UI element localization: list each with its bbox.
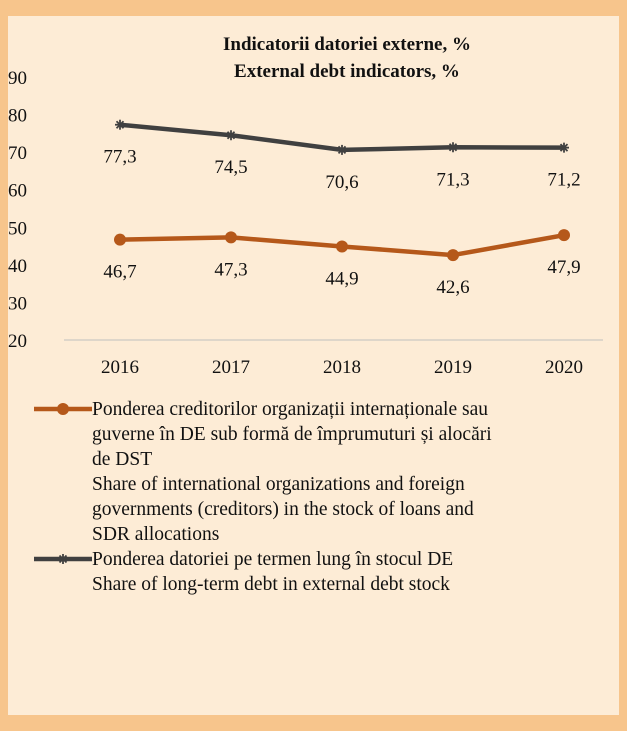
- legend-text-line: Ponderea datoriei pe termen lung în stoc…: [92, 549, 453, 570]
- y-tick-label: 60: [8, 181, 27, 202]
- y-tick-label: 70: [8, 143, 27, 164]
- data-point: [559, 142, 569, 153]
- legend-text-line: guverne în DE sub formă de împrumuturi ș…: [92, 424, 492, 445]
- y-tick-label: 90: [8, 68, 27, 89]
- data-label: 70,6: [325, 172, 358, 193]
- legend-marker: [58, 554, 68, 564]
- legend-text-line: de DST: [92, 449, 152, 470]
- data-label: 71,2: [547, 170, 580, 191]
- legend: Ponderea creditorilor organizații intern…: [34, 399, 492, 595]
- x-tick-label: 2019: [434, 357, 472, 378]
- legend-marker: [57, 403, 69, 415]
- data-label: 71,3: [436, 169, 469, 190]
- data-label: 42,6: [436, 277, 469, 298]
- x-tick-label: 2017: [212, 357, 250, 378]
- data-label: 74,5: [214, 157, 247, 178]
- data-label: 47,3: [214, 259, 247, 280]
- data-label: 44,9: [325, 268, 358, 289]
- y-tick-label: 30: [8, 293, 27, 314]
- chart-title-line-1: Indicatorii datoriei externe, %: [223, 34, 471, 55]
- data-point: [114, 233, 126, 246]
- y-axis-ticks: 20 30 40 50 60 70 80 90: [8, 68, 27, 352]
- data-point: [447, 249, 459, 262]
- x-tick-label: 2018: [323, 357, 361, 378]
- data-point: [336, 240, 348, 253]
- data-label: 46,7: [103, 262, 136, 283]
- chart-title-line-2: External debt indicators, %: [234, 61, 460, 82]
- data-label: 77,3: [103, 147, 136, 168]
- data-point: [337, 144, 347, 155]
- legend-text-line: SDR allocations: [92, 524, 219, 545]
- series-group: [114, 119, 570, 262]
- y-tick-label: 50: [8, 218, 27, 239]
- data-label: 47,9: [547, 257, 580, 278]
- legend-text-line: Share of international organizations and…: [92, 474, 465, 495]
- y-tick-label: 40: [8, 256, 27, 277]
- data-point: [225, 231, 237, 244]
- legend-item: Ponderea datoriei pe termen lung în stoc…: [34, 549, 453, 595]
- legend-item: Ponderea creditorilor organizații intern…: [34, 399, 492, 545]
- data-point: [115, 119, 125, 130]
- x-tick-label: 2020: [545, 357, 583, 378]
- x-axis-ticks: 2016 2017 2018 2019 2020: [101, 357, 583, 378]
- data-point: [448, 142, 458, 153]
- legend-text-line: Share of long-term debt in external debt…: [92, 574, 450, 595]
- data-labels: 46,7 47,3 44,9 42,6 47,9 77,3 74,5 70,6 71,3 71,2: [103, 147, 580, 298]
- legend-text-line: governments (creditors) in the stock of …: [92, 499, 474, 520]
- y-tick-label: 20: [8, 331, 27, 352]
- data-point: [558, 229, 570, 242]
- legend-text-line: Ponderea creditorilor organizații intern…: [92, 399, 488, 420]
- x-tick-label: 2016: [101, 357, 139, 378]
- data-point: [226, 130, 236, 141]
- y-tick-label: 80: [8, 106, 27, 127]
